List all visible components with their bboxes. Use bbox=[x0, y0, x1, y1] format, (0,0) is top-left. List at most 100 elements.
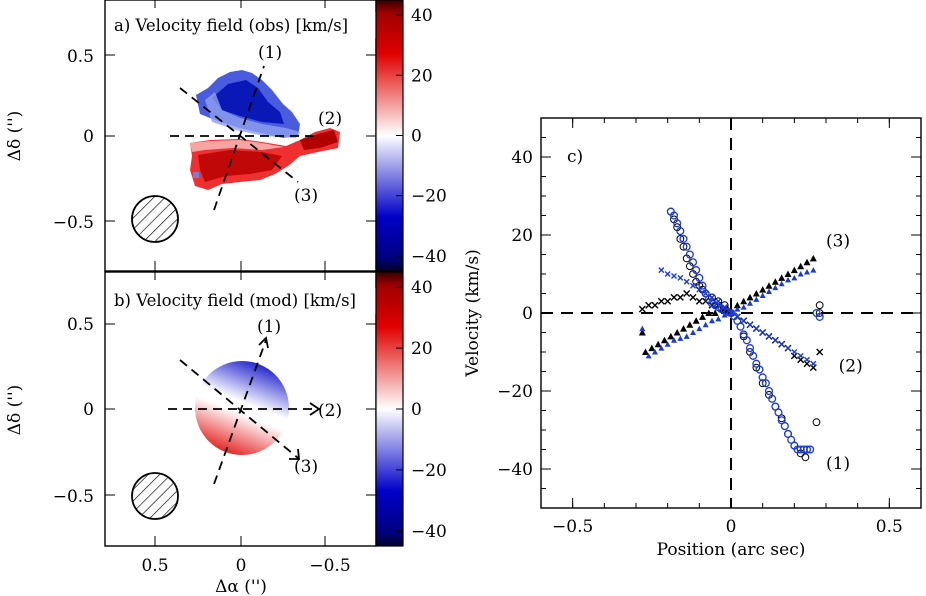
colorbar-a: 40 20 0 −20 −40 bbox=[375, 0, 447, 272]
series-model-cross bbox=[658, 267, 817, 367]
panel-a-title-bg bbox=[112, 12, 376, 38]
data-point bbox=[761, 379, 770, 388]
data-point bbox=[802, 445, 812, 454]
data-point bbox=[772, 284, 779, 291]
panel-a-cuts bbox=[170, 65, 315, 211]
colorbar-tick-label: −40 bbox=[411, 247, 447, 267]
data-point bbox=[661, 336, 668, 344]
series-model-triangle bbox=[639, 267, 817, 359]
data-point bbox=[753, 325, 760, 332]
data-point bbox=[696, 325, 703, 332]
panel-a-ytick-label: −0.5 bbox=[53, 213, 94, 233]
data-point bbox=[658, 345, 665, 351]
panel-c-cut-labels: (1) (2) (3) bbox=[826, 232, 863, 474]
data-point bbox=[810, 267, 817, 273]
colorbar-a-ticklabels: 40 20 0 −20 −40 bbox=[396, 6, 447, 267]
data-point bbox=[752, 290, 760, 297]
data-point bbox=[709, 294, 715, 301]
panel-b-title-bg bbox=[112, 288, 376, 314]
data-point bbox=[698, 281, 707, 290]
panel-b-ytick-label: 0 bbox=[83, 400, 94, 420]
data-point bbox=[671, 272, 677, 279]
data-point bbox=[642, 348, 649, 355]
data-point bbox=[676, 293, 684, 301]
data-point bbox=[768, 394, 777, 403]
data-point bbox=[664, 271, 671, 277]
data-point bbox=[815, 312, 824, 321]
panel-c-ylabel: Velocity (km/s) bbox=[463, 249, 483, 377]
data-point bbox=[774, 408, 783, 417]
y-tick-label: −20 bbox=[497, 382, 533, 402]
x-tick-label: 0 bbox=[726, 517, 737, 537]
data-point bbox=[705, 309, 713, 316]
data-point bbox=[721, 304, 728, 311]
panel-b-cut-3 bbox=[179, 359, 299, 459]
data-point bbox=[753, 296, 760, 302]
data-point bbox=[785, 345, 791, 352]
data-point bbox=[746, 293, 754, 301]
data-point bbox=[816, 348, 824, 356]
data-point bbox=[734, 306, 741, 312]
panel-b-arrowhead-1 bbox=[258, 336, 269, 349]
panel-a-cut-label-1: (1) bbox=[258, 43, 282, 63]
data-point bbox=[683, 333, 690, 339]
panel-b-cut-1 bbox=[213, 339, 267, 485]
data-point bbox=[715, 315, 722, 322]
colorbar-tick-label: −40 bbox=[411, 522, 447, 542]
data-point bbox=[778, 274, 786, 281]
colorbar-tick-label: 20 bbox=[411, 66, 433, 86]
data-point bbox=[670, 293, 678, 301]
data-point bbox=[688, 258, 698, 267]
panel-b-cut-label-1: (1) bbox=[257, 317, 281, 337]
panel-b-cut-label-2: (2) bbox=[318, 401, 342, 421]
panel-b-arrowhead-3 bbox=[289, 448, 300, 460]
series-model-circle bbox=[666, 207, 824, 454]
data-point bbox=[815, 301, 824, 310]
panel-a-beam bbox=[131, 195, 179, 243]
data-point bbox=[778, 280, 785, 287]
panel-b-ytick-label: −0.5 bbox=[53, 487, 94, 507]
data-point bbox=[734, 313, 741, 320]
data-point bbox=[709, 317, 715, 324]
panel-a-yaxis: 0.5 0 −0.5 bbox=[53, 47, 94, 233]
data-point bbox=[664, 341, 671, 347]
data-point bbox=[695, 273, 704, 282]
data-point bbox=[677, 274, 684, 281]
panel-b-ytick-label: 0.5 bbox=[67, 315, 94, 335]
colorbar-tick-label: 0 bbox=[411, 127, 422, 147]
data-point bbox=[683, 278, 690, 285]
data-point bbox=[755, 365, 764, 374]
data-point bbox=[759, 329, 766, 336]
data-point bbox=[815, 309, 824, 317]
data-point bbox=[791, 349, 798, 355]
obs-isolated-pixel bbox=[193, 172, 199, 178]
data-point bbox=[654, 340, 662, 348]
data-point bbox=[645, 352, 652, 359]
data-point bbox=[679, 234, 688, 243]
panel-b: (1) (2) (3) b) Velocity field (mod) [km/… bbox=[5, 271, 377, 596]
obs-blueshifted-core bbox=[212, 80, 284, 124]
data-point bbox=[692, 317, 700, 324]
data-point bbox=[749, 351, 758, 360]
data-point bbox=[679, 242, 688, 251]
cut-label: (2) bbox=[839, 357, 863, 377]
data-point bbox=[759, 292, 766, 298]
data-point bbox=[797, 352, 804, 359]
panel-c-ticks bbox=[540, 117, 922, 509]
obs-redshifted-tail bbox=[300, 130, 338, 150]
panel-a: (1) (2) (3) a) Velocity field (obs) [km/… bbox=[5, 0, 377, 272]
obs-velocity-map bbox=[190, 70, 340, 190]
data-point bbox=[784, 270, 792, 277]
data-point bbox=[682, 242, 691, 251]
data-point bbox=[771, 278, 779, 285]
data-point bbox=[690, 329, 696, 335]
data-point bbox=[696, 286, 703, 293]
panel-c-title: c) bbox=[567, 147, 583, 167]
panel-a-ticks bbox=[105, 0, 376, 271]
data-point bbox=[645, 301, 653, 309]
data-point bbox=[648, 344, 656, 352]
data-point bbox=[669, 211, 679, 220]
data-point bbox=[680, 325, 687, 332]
data-point bbox=[736, 322, 745, 331]
